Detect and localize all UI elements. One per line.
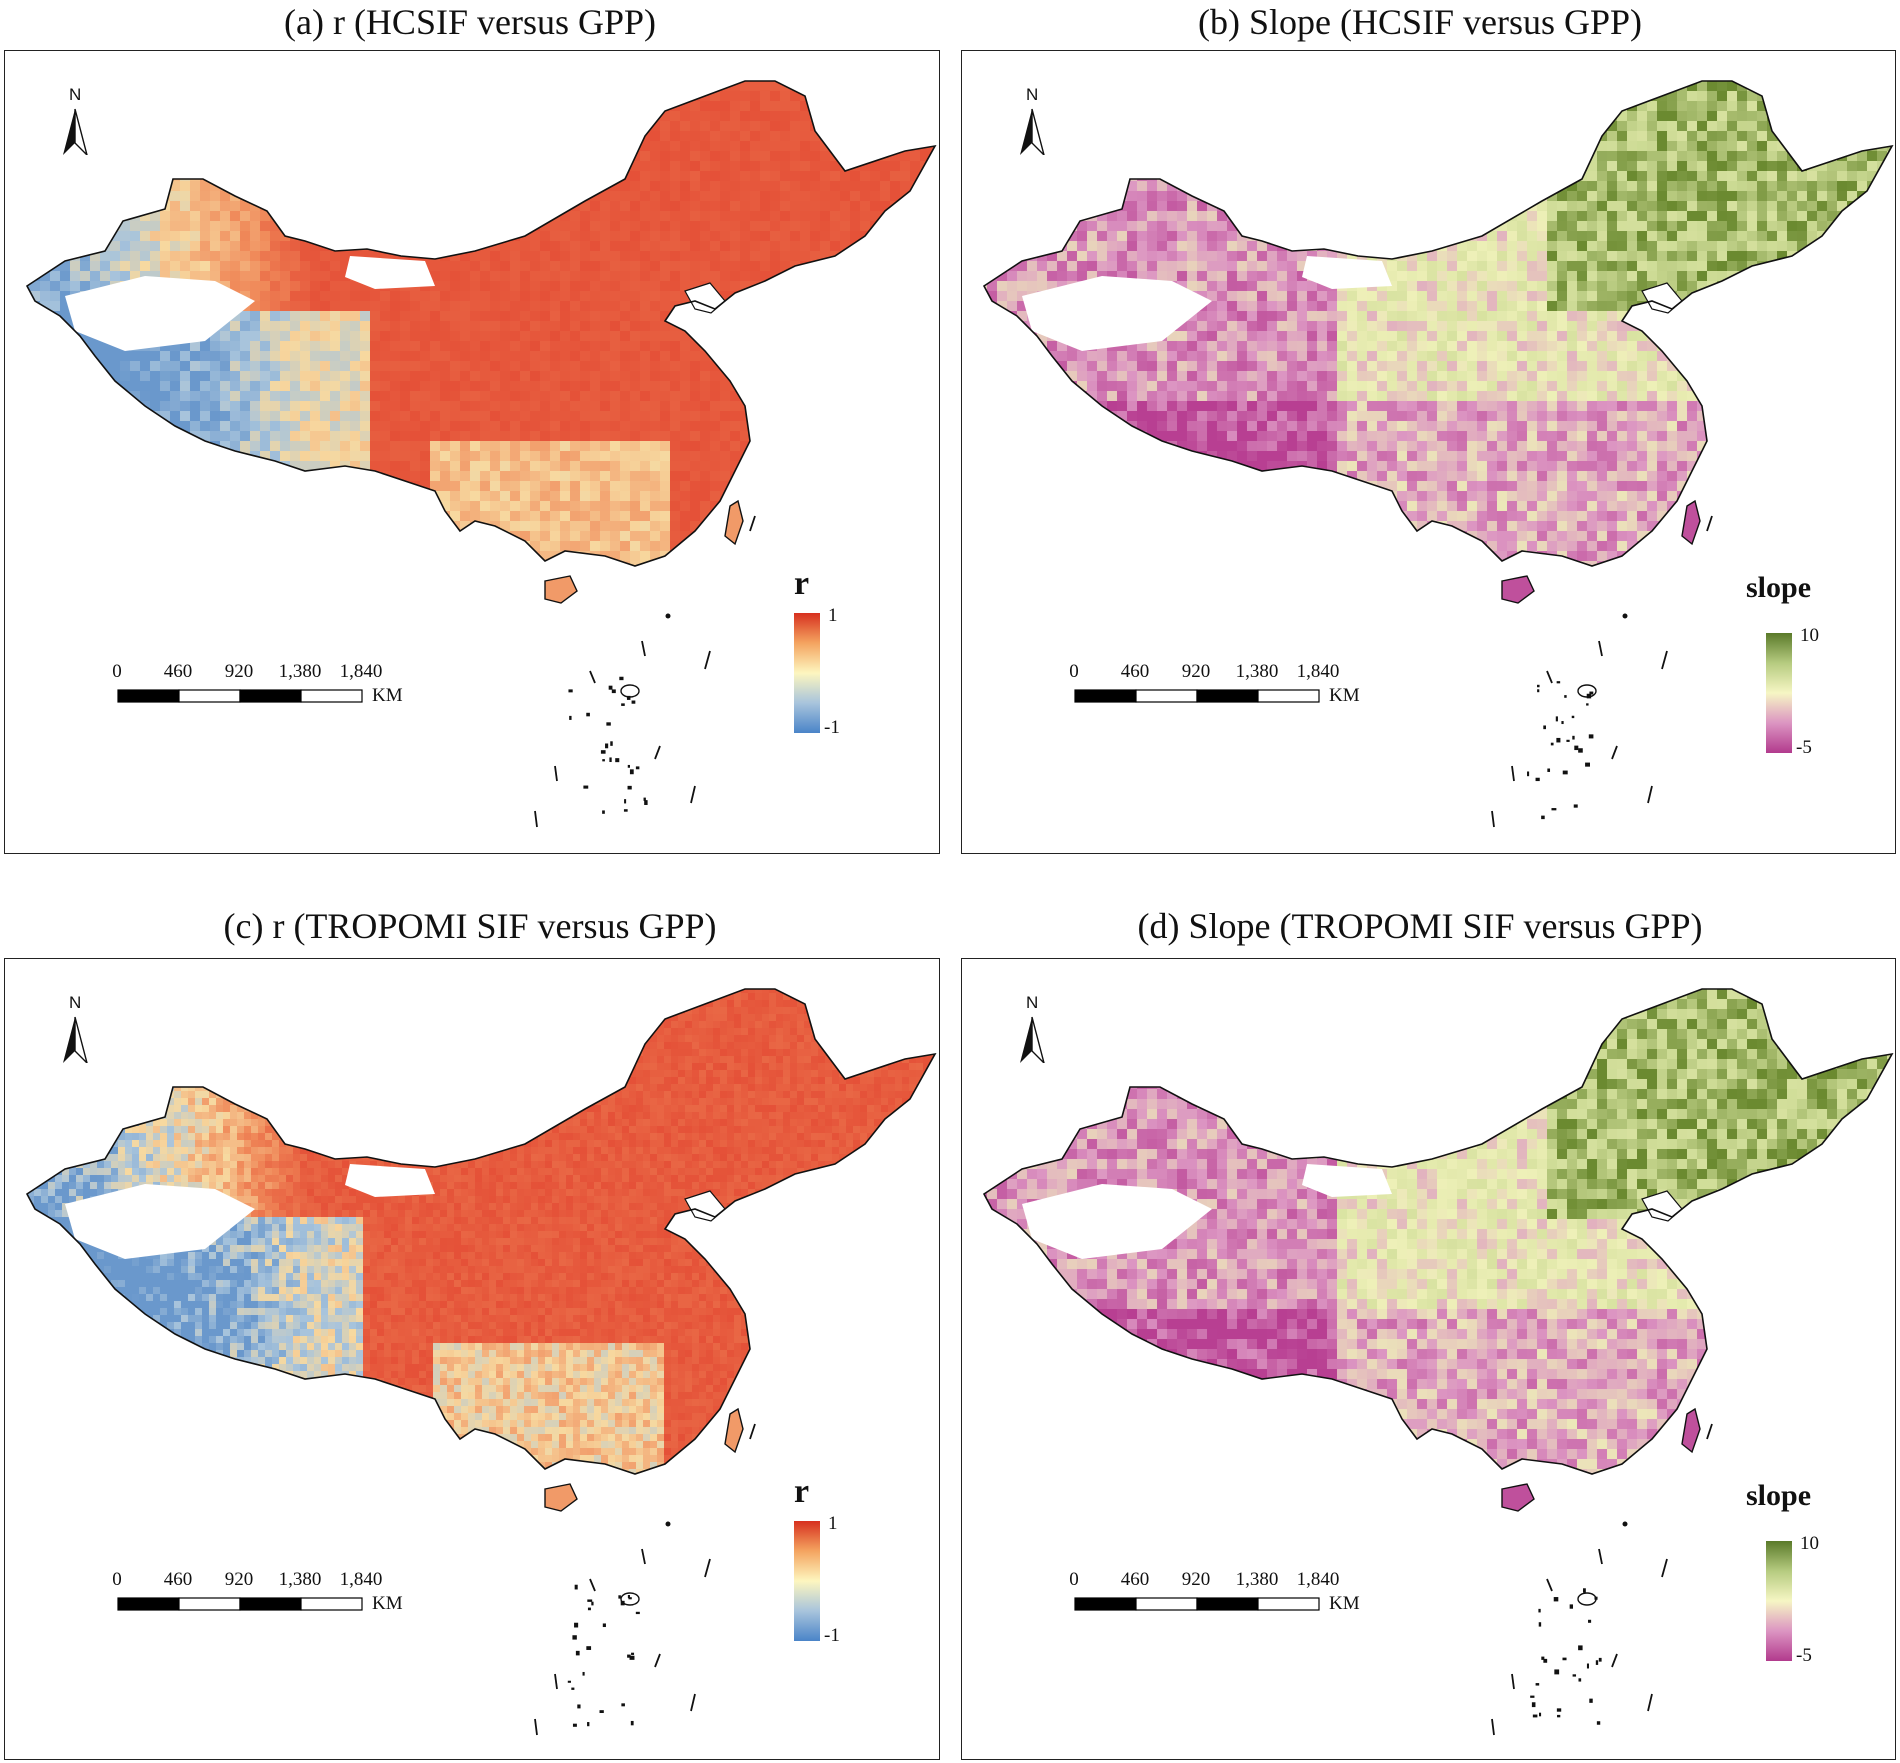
scale-tick-label: 1,380: [1236, 661, 1279, 683]
scale-tick-label: 920: [1182, 1569, 1211, 1591]
legend-max-label: 10: [1800, 1533, 1819, 1555]
north-label: N: [69, 993, 81, 1013]
no-data-area: [1022, 276, 1212, 351]
scale-bar: 0 460 920 1,380 1,840 KM: [112, 661, 407, 721]
north-arrow: N: [57, 993, 97, 1063]
scale-bar: 0 460 920 1,380 1,840 KM: [112, 1569, 407, 1629]
north-label: N: [1026, 85, 1038, 105]
panel-title-b: (b) Slope (HCSIF versus GPP): [950, 2, 1890, 42]
south-china-sea-inset: [534, 1423, 756, 1736]
scale-tick-label: 920: [225, 661, 254, 683]
north-arrow-icon: [1020, 108, 1045, 155]
legend-min-label: -1: [824, 1625, 840, 1647]
taiwan-island: [724, 1407, 744, 1454]
scale-bar: 0 460 920 1,380 1,840 KM: [1069, 661, 1364, 721]
scale-tick-label: 920: [225, 1569, 254, 1591]
scale-unit: KM: [1329, 685, 1360, 707]
no-data-area: [345, 256, 435, 289]
legend-color-ramp: [1766, 1541, 1792, 1661]
scale-unit: KM: [1329, 1593, 1360, 1615]
north-label: N: [1026, 993, 1038, 1013]
legend-title: r: [794, 565, 809, 603]
legend-max-label: 1: [828, 605, 838, 627]
scale-unit: KM: [372, 1593, 403, 1615]
scale-bar-graphic: [1074, 1597, 1320, 1611]
country-boundary: [25, 988, 937, 1475]
legend-color-ramp: [794, 613, 820, 733]
no-data-area: [65, 1184, 255, 1259]
map-panel-c: N 0 460 920 1,380 1,840 KM r 1 -1: [4, 958, 940, 1760]
scale-tick-label: 920: [1182, 661, 1211, 683]
no-data-area: [1302, 256, 1392, 289]
scale-tick-label: 1,380: [279, 1569, 322, 1591]
scale-tick-label: 460: [1121, 1569, 1150, 1591]
scale-tick-label: 460: [164, 661, 193, 683]
scale-tick-label: 1,840: [1297, 1569, 1340, 1591]
panel-title-d: (d) Slope (TROPOMI SIF versus GPP): [950, 906, 1890, 946]
scale-tick-label: 0: [112, 1569, 122, 1591]
legend-max-label: 1: [828, 1513, 838, 1535]
scale-tick-label: 460: [164, 1569, 193, 1591]
country-boundary: [982, 80, 1894, 567]
map-canvas-b: [982, 80, 1894, 828]
legend-color-ramp: [1766, 633, 1792, 753]
scale-tick-label: 1,840: [340, 1569, 383, 1591]
no-data-area: [345, 1164, 435, 1197]
hainan-island: [1501, 1483, 1535, 1512]
country-boundary: [25, 80, 937, 567]
country-boundary: [982, 988, 1894, 1475]
south-china-sea-inset: [1491, 1423, 1713, 1736]
legend-title: slope: [1746, 1479, 1811, 1513]
panel-title-a: (a) r (HCSIF versus GPP): [0, 2, 940, 42]
north-label: N: [69, 85, 81, 105]
panel-title-c: (c) r (TROPOMI SIF versus GPP): [0, 906, 940, 946]
north-arrow: N: [57, 85, 97, 155]
scale-unit: KM: [372, 685, 403, 707]
hainan-island: [544, 1483, 578, 1512]
scale-bar-graphic: [1074, 689, 1320, 703]
map-panel-d: N 0 460 920 1,380 1,840 KM slope 10 -5: [961, 958, 1896, 1760]
north-arrow-icon: [1020, 1016, 1045, 1063]
scale-tick-label: 0: [1069, 661, 1079, 683]
taiwan-island: [1681, 499, 1701, 546]
scale-tick-label: 0: [112, 661, 122, 683]
legend-max-label: 10: [1800, 625, 1819, 647]
scale-tick-label: 1,380: [1236, 1569, 1279, 1591]
map-canvas-a: [25, 80, 937, 828]
no-data-area: [1302, 1164, 1392, 1197]
legend-min-label: -5: [1796, 1645, 1812, 1667]
north-arrow-icon: [63, 1016, 88, 1063]
scale-tick-label: 460: [1121, 661, 1150, 683]
scale-tick-label: 0: [1069, 1569, 1079, 1591]
map-canvas-d: [982, 988, 1894, 1736]
scale-bar-graphic: [117, 1597, 363, 1611]
scale-bar-graphic: [117, 689, 363, 703]
legend-title: slope: [1746, 571, 1811, 605]
north-arrow-icon: [63, 108, 88, 155]
no-data-area: [1022, 1184, 1212, 1259]
legend-title: r: [794, 1473, 809, 1511]
taiwan-island: [1681, 1407, 1701, 1454]
scale-bar: 0 460 920 1,380 1,840 KM: [1069, 1569, 1364, 1629]
no-data-area: [65, 276, 255, 351]
legend-min-label: -5: [1796, 737, 1812, 759]
hainan-island: [1501, 575, 1535, 604]
map-panel-a: N 0 460 920 1,380 1,840 KM r 1 -1: [4, 50, 940, 854]
scale-tick-label: 1,380: [279, 661, 322, 683]
hainan-island: [544, 575, 578, 604]
north-arrow: N: [1014, 85, 1054, 155]
south-china-sea-inset: [1491, 515, 1713, 828]
scale-tick-label: 1,840: [1297, 661, 1340, 683]
scale-tick-label: 1,840: [340, 661, 383, 683]
legend-min-label: -1: [824, 717, 840, 739]
taiwan-island: [724, 499, 744, 546]
north-arrow: N: [1014, 993, 1054, 1063]
south-china-sea-inset: [534, 515, 756, 828]
map-canvas-c: [25, 988, 937, 1736]
map-panel-b: N 0 460 920 1,380 1,840 KM slope 10 -5: [961, 50, 1896, 854]
legend-color-ramp: [794, 1521, 820, 1641]
